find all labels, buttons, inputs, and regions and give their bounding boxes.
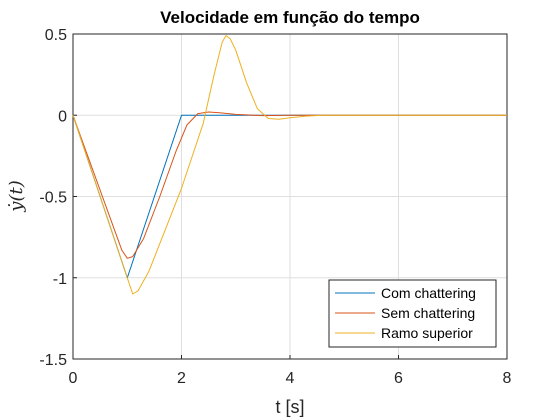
series-group bbox=[72, 35, 507, 295]
y-tick-label-2: -0.5 bbox=[39, 190, 67, 207]
legend-label-0: Com chattering bbox=[381, 285, 476, 301]
y-tick-label-4: 0.5 bbox=[45, 27, 67, 44]
series-line-1 bbox=[72, 111, 507, 259]
legend: Com chattering Sem chattering Ramo superio… bbox=[328, 279, 497, 348]
y-tick-label-0: -1.5 bbox=[39, 352, 67, 369]
x-tick-label-0: 0 bbox=[69, 370, 78, 387]
x-tick-label-2: 4 bbox=[286, 370, 295, 387]
y-tick-label-3: 0 bbox=[58, 108, 67, 125]
axes: 0 2 4 6 8 -1.5 -1 -0.5 0 0.5 bbox=[39, 27, 511, 387]
x-axis-label: t [s] bbox=[275, 397, 304, 417]
legend-label-2: Ramo superior bbox=[381, 325, 473, 341]
x-tick-label-3: 6 bbox=[394, 370, 403, 387]
y-axis-label: ẏ(t) bbox=[6, 180, 27, 212]
series-line-2 bbox=[72, 35, 507, 295]
chart-title: Velocidade em função do tempo bbox=[160, 8, 420, 27]
x-tick-label-4: 8 bbox=[503, 370, 512, 387]
y-tick-label-1: -1 bbox=[53, 271, 67, 288]
legend-label-1: Sem chattering bbox=[381, 305, 475, 321]
x-tick-label-1: 2 bbox=[177, 370, 186, 387]
